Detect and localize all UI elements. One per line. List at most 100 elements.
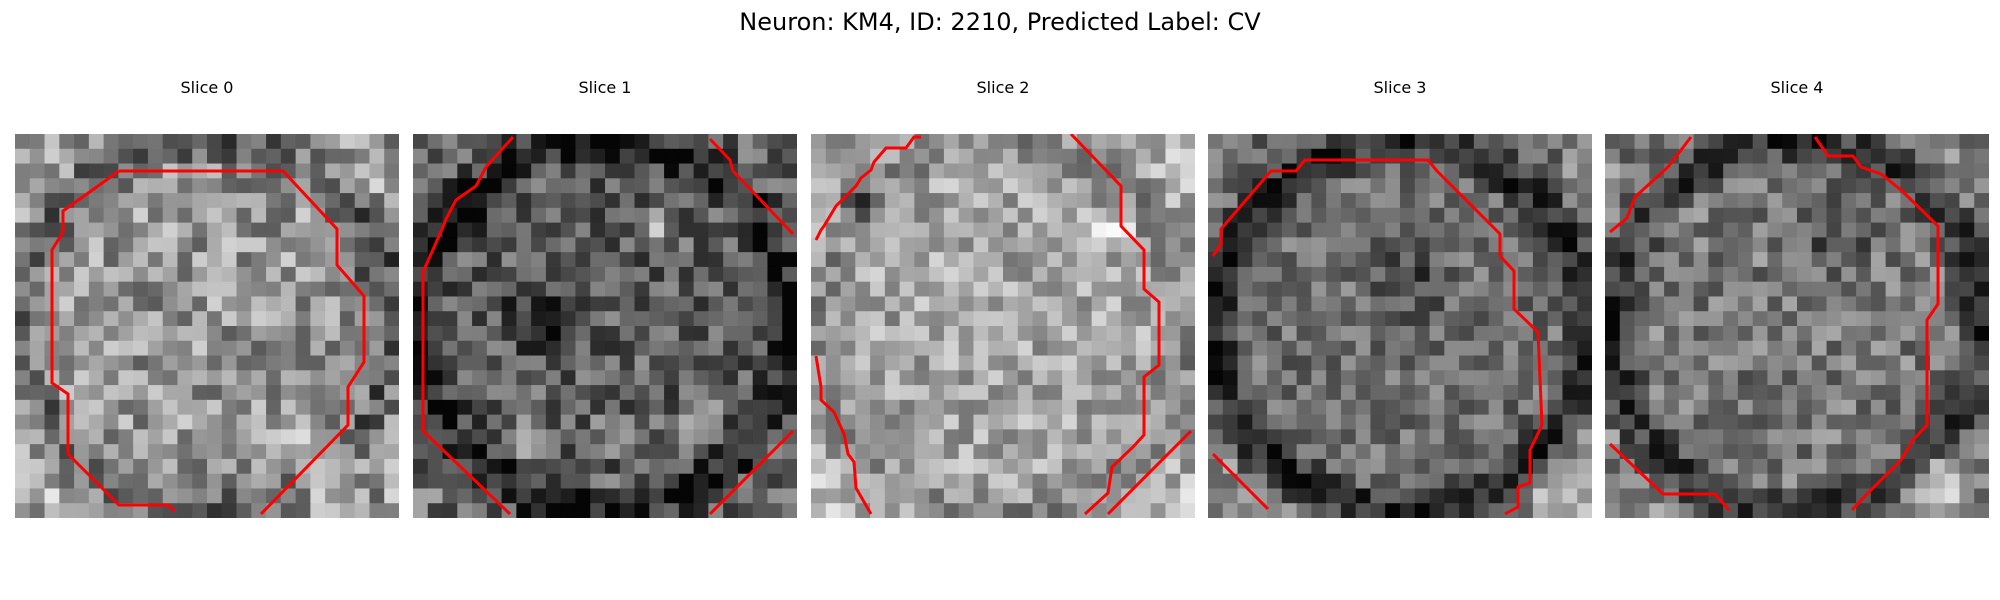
pixel	[118, 414, 134, 430]
pixel	[545, 414, 562, 430]
pixel	[133, 252, 149, 268]
pixel	[1311, 222, 1327, 238]
pixel	[531, 163, 547, 179]
pixel	[280, 222, 297, 238]
pixel	[1473, 370, 1490, 386]
pixel	[958, 370, 975, 386]
pixel	[752, 473, 769, 490]
pixel	[1782, 385, 1798, 401]
pixel	[1797, 488, 1813, 504]
pixel	[1003, 488, 1019, 504]
pixel	[1385, 207, 1401, 224]
pixel	[472, 444, 488, 460]
pixel	[369, 326, 385, 342]
pixel	[1165, 178, 1181, 194]
pixel	[1605, 193, 1621, 209]
pixel	[15, 414, 31, 430]
pixel	[914, 473, 930, 490]
pixel	[1693, 355, 1709, 371]
pixel	[457, 252, 473, 268]
pixel	[44, 178, 60, 194]
pixel	[1605, 370, 1621, 386]
pixel	[1340, 134, 1357, 150]
pixel	[325, 178, 341, 194]
pixel	[251, 266, 267, 283]
pixel	[1106, 207, 1122, 224]
pixel	[545, 193, 562, 209]
pixel	[295, 340, 311, 357]
pixel	[1414, 311, 1431, 327]
pixel	[15, 340, 31, 357]
pixel	[1150, 266, 1167, 283]
pixel	[973, 340, 989, 357]
pixel	[1150, 503, 1167, 518]
pixel	[914, 311, 930, 327]
pixel	[1414, 296, 1431, 312]
pixel	[1165, 414, 1181, 430]
pixel	[1797, 444, 1813, 460]
pixel	[1518, 429, 1534, 445]
pixel	[1252, 266, 1268, 283]
pixel	[1737, 163, 1754, 179]
pixel	[1237, 473, 1253, 490]
pixel	[531, 296, 547, 312]
pixel	[634, 281, 650, 298]
pixel	[369, 340, 385, 357]
pixel	[531, 311, 547, 327]
pixel	[1797, 193, 1813, 209]
pixel	[15, 266, 31, 283]
pixel	[427, 385, 444, 401]
pixel	[590, 414, 606, 430]
pixel	[1429, 134, 1445, 150]
pixel	[1664, 148, 1680, 165]
pixel	[192, 296, 208, 312]
pixel	[1503, 488, 1519, 504]
pixel	[943, 178, 960, 194]
pixel	[1752, 429, 1769, 445]
pixel	[1311, 414, 1327, 430]
pixel	[1826, 193, 1842, 209]
pixel	[752, 503, 769, 518]
pixel	[1708, 193, 1724, 209]
pixel	[1577, 503, 1592, 518]
pixel	[811, 311, 827, 327]
pixel	[1797, 385, 1813, 401]
pixel	[29, 458, 46, 475]
pixel	[1017, 148, 1034, 165]
pixel	[1959, 222, 1975, 238]
pixel	[1532, 281, 1549, 298]
pixel	[88, 340, 105, 357]
pixel	[1091, 340, 1107, 357]
pixel	[1444, 311, 1460, 327]
pixel	[1414, 134, 1431, 150]
pixel	[1959, 134, 1975, 150]
pixel	[899, 414, 915, 430]
pixel	[605, 266, 621, 283]
pixel	[354, 266, 371, 283]
pixel	[737, 385, 754, 401]
pixel	[1841, 222, 1857, 238]
pixel	[840, 326, 856, 342]
pixel	[1091, 355, 1107, 371]
pixel	[15, 296, 31, 312]
pixel	[1311, 340, 1327, 357]
pixel	[1737, 488, 1754, 504]
pixel	[531, 355, 547, 371]
pixel	[575, 207, 591, 224]
pixel	[162, 311, 179, 327]
pixel	[442, 370, 458, 386]
pixel	[486, 503, 503, 518]
pixel	[1091, 399, 1107, 416]
pixel	[1782, 473, 1798, 490]
pixel	[1767, 340, 1783, 357]
pixel	[236, 429, 252, 445]
pixel	[162, 340, 179, 357]
pixel	[1400, 414, 1416, 430]
pixel	[501, 178, 517, 194]
pixel	[634, 444, 650, 460]
pixel	[472, 326, 488, 342]
pixel	[1252, 385, 1268, 401]
pixel	[516, 281, 532, 298]
pixel	[280, 148, 297, 165]
pixel	[619, 237, 636, 253]
